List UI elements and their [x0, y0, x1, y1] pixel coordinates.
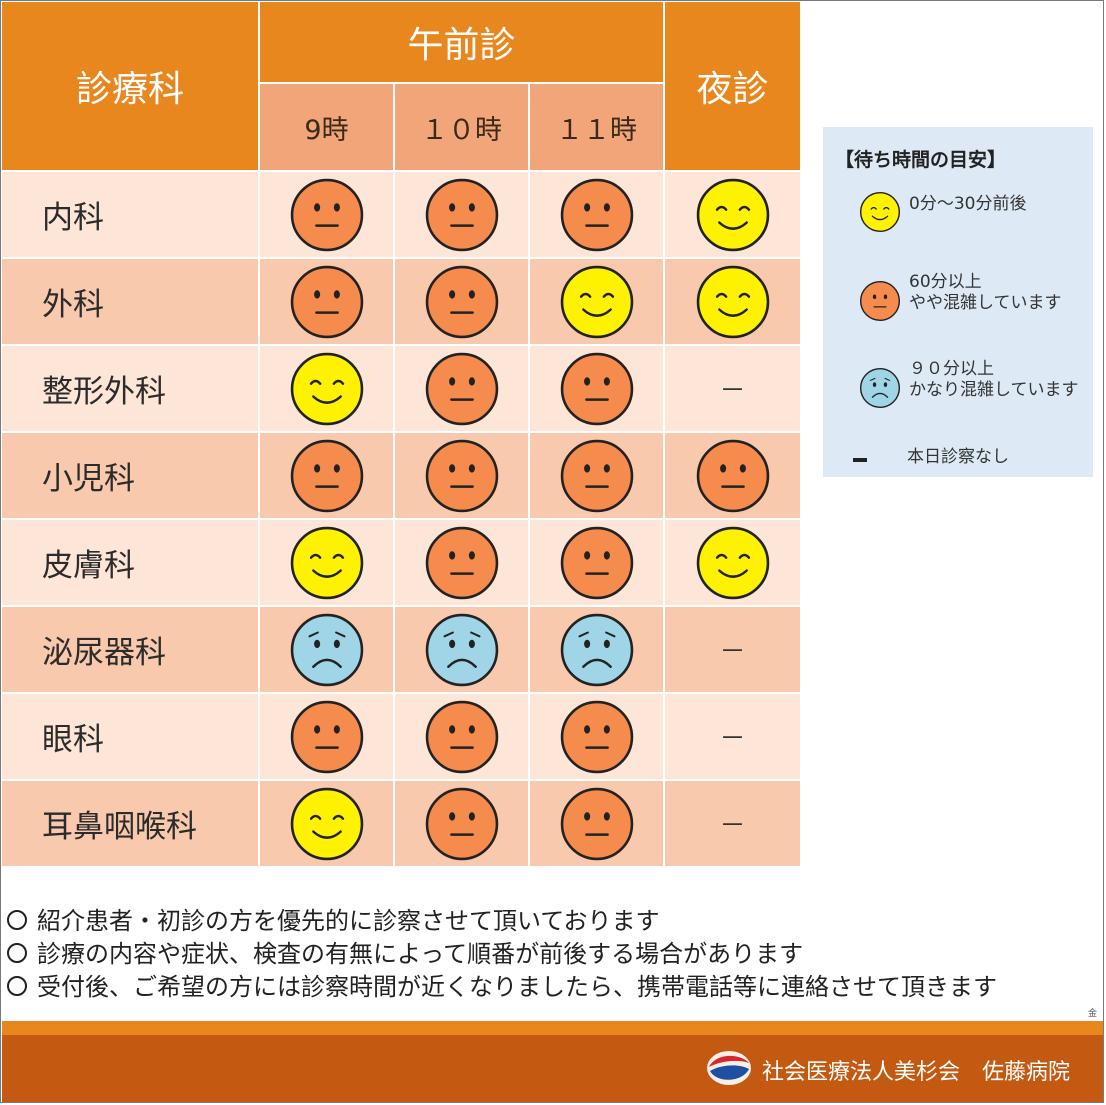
neutral-face-icon — [395, 431, 530, 518]
neutral-face-icon — [395, 344, 530, 431]
neutral-face-icon — [395, 257, 530, 344]
neutral-face-icon — [395, 518, 530, 605]
sad-face-icon — [859, 367, 901, 409]
header-hour-10: １０時 — [395, 84, 530, 170]
hospital-logo-icon — [706, 1049, 752, 1091]
happy-face-icon — [859, 191, 901, 233]
table-row: 耳鼻咽喉科 － — [2, 779, 800, 866]
circle-bullet-icon — [7, 976, 27, 996]
legend-title: 【待ち時間の目安】 — [835, 149, 1007, 171]
note-item: 診療の内容や症状、検査の有無によって順番が前後する場合があります — [7, 938, 997, 971]
legend-none-text: 本日診察なし — [907, 447, 1009, 467]
neutral-face-icon — [395, 692, 530, 779]
happy-face-icon — [665, 170, 800, 257]
happy-face-icon — [530, 257, 665, 344]
legend-short-text: 0分～30分前後 — [909, 194, 1027, 214]
header-hour-9: 9時 — [260, 84, 395, 170]
note-item: 紹介患者・初診の方を優先的に診察させて頂いております — [7, 905, 997, 938]
neutral-face-icon — [260, 170, 395, 257]
department-name: 皮膚科 — [2, 518, 260, 605]
table-row: 内科 — [2, 170, 800, 257]
header-night: 夜診 — [665, 2, 800, 170]
neutral-face-icon — [530, 518, 665, 605]
page-mark: 金 — [1087, 1009, 1097, 1019]
organization-name: 社会医療法人美杉会 佐藤病院 — [762, 1060, 1071, 1085]
sad-face-icon — [395, 605, 530, 692]
happy-face-icon — [665, 257, 800, 344]
neutral-face-icon — [395, 170, 530, 257]
neutral-face-icon — [859, 280, 901, 322]
legend-moderate-line1: 60分以上 — [909, 272, 982, 292]
department-name: 眼科 — [2, 692, 260, 779]
dash-icon — [853, 458, 867, 462]
neutral-face-icon — [530, 779, 665, 866]
department-name: 泌尿器科 — [2, 605, 260, 692]
happy-face-icon — [260, 518, 395, 605]
legend-moderate-line2: やや混雑しています — [909, 293, 1062, 313]
legend-panel: 【待ち時間の目安】 0分～30分前後 60分以上 やや混雑しています ９０分以上… — [823, 127, 1093, 477]
happy-face-icon — [665, 518, 800, 605]
table-row: 眼科 － — [2, 692, 800, 779]
header-hour-11: １１時 — [530, 84, 665, 170]
neutral-face-icon — [530, 431, 665, 518]
neutral-face-icon — [530, 692, 665, 779]
legend-long-line2: かなり混雑しています — [909, 380, 1079, 400]
sad-face-icon — [530, 605, 665, 692]
circle-bullet-icon — [7, 943, 27, 963]
neutral-face-icon — [260, 692, 395, 779]
legend-long-line1: ９０分以上 — [909, 359, 994, 379]
department-name: 内科 — [2, 170, 260, 257]
notes-list: 紹介患者・初診の方を優先的に診察させて頂いております 診療の内容や症状、検査の有… — [7, 905, 997, 1004]
no-clinic-dash: － — [665, 605, 800, 692]
footer: 社会医療法人美杉会 佐藤病院 — [2, 1035, 1103, 1102]
table-row: 小児科 — [2, 431, 800, 518]
happy-face-icon — [260, 344, 395, 431]
no-clinic-dash: － — [665, 692, 800, 779]
table-row: 泌尿器科 － — [2, 605, 800, 692]
neutral-face-icon — [530, 170, 665, 257]
table-row: 皮膚科 — [2, 518, 800, 605]
department-name: 耳鼻咽喉科 — [2, 779, 260, 866]
circle-bullet-icon — [7, 910, 27, 930]
neutral-face-icon — [530, 344, 665, 431]
header-morning: 午前診 — [260, 2, 665, 84]
neutral-face-icon — [395, 779, 530, 866]
happy-face-icon — [260, 779, 395, 866]
department-name: 整形外科 — [2, 344, 260, 431]
neutral-face-icon — [260, 431, 395, 518]
legend-moderate-text: 60分以上 やや混雑しています — [909, 272, 1062, 314]
table-row: 整形外科 － — [2, 344, 800, 431]
neutral-face-icon — [665, 431, 800, 518]
legend-long-text: ９０分以上 かなり混雑しています — [909, 359, 1079, 401]
no-clinic-dash: － — [665, 779, 800, 866]
neutral-face-icon — [260, 257, 395, 344]
department-name: 小児科 — [2, 431, 260, 518]
table-row: 外科 — [2, 257, 800, 344]
department-name: 外科 — [2, 257, 260, 344]
header-department: 診療科 — [2, 2, 260, 170]
note-item: 受付後、ご希望の方には診察時間が近くなりましたら、携帯電話等に連絡させて頂きます — [7, 971, 997, 1004]
wait-time-table: 診療科 午前診 夜診 9時 １０時 １１時 内科 外科 整形外科 － 小児科 皮膚科 泌尿器… — [2, 2, 800, 866]
no-clinic-dash: － — [665, 344, 800, 431]
sad-face-icon — [260, 605, 395, 692]
footer-accent-band — [2, 1021, 1103, 1035]
